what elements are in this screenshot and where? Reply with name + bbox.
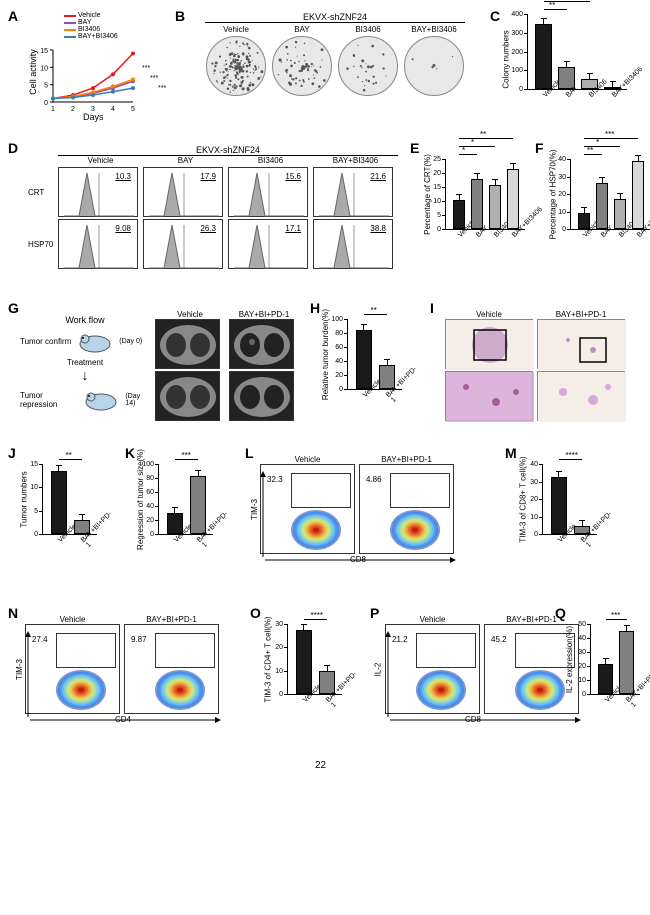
mouse-icon-2 <box>81 387 121 412</box>
ct-treat-label: BAY+BI+PD-1 <box>229 310 299 319</box>
line-chart-a: 05101512345********* <box>28 12 158 122</box>
histo-treat-label: BAY+BI+PD-1 <box>537 310 625 319</box>
svg-text:10: 10 <box>40 65 48 72</box>
bar-chart-k: 020406080100VehicleBAY+BI+PD-1*** <box>158 465 213 535</box>
svg-text:5: 5 <box>131 106 135 113</box>
svg-text:0: 0 <box>44 100 48 107</box>
bar-chart-m: 010203040VehicleBAY+BI+PD-1**** <box>542 465 597 535</box>
panel-p-ylabel: IL-2 <box>373 663 382 677</box>
panel-o-label: O <box>250 605 261 621</box>
panel-p: Vehicle21.2BAY+BI+PD-145.2 IL-2 CD8 <box>385 615 579 714</box>
panel-g-label: G <box>8 300 19 316</box>
panel-i-label: I <box>430 300 434 316</box>
panel-c-ylabel: Colony numbers <box>502 30 511 88</box>
svg-text:15: 15 <box>40 48 48 55</box>
panel-f: Percentage of HSP70(%) 010203040VehicleB… <box>550 150 650 285</box>
svg-text:1: 1 <box>51 106 55 113</box>
panel-k-label: K <box>125 445 135 461</box>
workflow-title: Work flow <box>20 315 150 325</box>
flow-p: Vehicle21.2BAY+BI+PD-145.2 <box>385 615 579 714</box>
panel-m: TIM-3 of CD8+ T cell(%) 010203040Vehicle… <box>520 455 635 590</box>
panel-d-title: EKVX-shZNF24 <box>58 145 398 156</box>
svg-text:***: *** <box>158 85 166 92</box>
panel-j-ylabel: Tumor numbers <box>20 471 29 527</box>
panel-e: Percentage of CRT(%) 0510152025VehicleBA… <box>425 150 535 285</box>
colony-wells: VehicleBAYBI3406BAY+BI3406 <box>195 25 475 96</box>
panel-f-label: F <box>535 140 544 156</box>
panel-d: EKVX-shZNF24 VehicleBAYBI3406BAY+BI3406C… <box>28 145 398 269</box>
ct-vehicle-1 <box>155 319 220 369</box>
bar-chart-o: 0102030VehicleBAY+BI+PD-1**** <box>287 625 342 695</box>
panel-c-label: C <box>490 8 500 24</box>
mouse-icon <box>75 329 115 354</box>
panel-e-ylabel: Percentage of CRT(%) <box>423 154 432 235</box>
panel-o: TIM-3 of CD4+ T cell(%) 0102030VehicleBA… <box>265 615 365 750</box>
panel-a-chart: Vehicle BAY BI3406 BAY+BI3406 0510151234… <box>28 12 158 122</box>
panel-c: Colony numbers 0100200300400VehicleBAYBI… <box>505 15 635 145</box>
panel-a-ylabel: Cell activity <box>28 49 38 95</box>
panel-o-ylabel: TIM-3 of CD4+ T cell(%) <box>264 616 273 702</box>
panel-j: Tumor numbers 051015VehicleBAY+BI+PD-1** <box>22 455 122 590</box>
svg-text:5: 5 <box>44 83 48 90</box>
panel-h-label: H <box>310 300 320 316</box>
panel-g-ct: Vehicle BAY+BI+PD-1 <box>155 310 299 421</box>
bar-chart-c: 0100200300400VehicleBAYBI3406BAY+BI3406*… <box>527 15 627 90</box>
panel-h: Relative tumor burden(%) 020406080100Veh… <box>325 310 425 440</box>
svg-text:***: *** <box>142 65 150 72</box>
flow-histograms: VehicleBAYBI3406BAY+BI3406CRT10.317.915.… <box>28 156 398 269</box>
bar-chart-q: 01020304050VehicleBAY+BI+PD-1*** <box>590 625 640 695</box>
bar-chart-e: 0510152025VehicleBAYBI3406BAY+BI3406**** <box>445 160 525 230</box>
panel-d-label: D <box>8 140 18 156</box>
histo-treat-low <box>537 319 625 369</box>
svg-text:2: 2 <box>71 106 75 113</box>
down-arrow-icon: ↓ <box>20 367 150 383</box>
workflow-arrow-label: Treatment <box>20 358 150 367</box>
panel-a-xlabel: Days <box>83 112 104 122</box>
ct-vehicle-2 <box>155 371 220 421</box>
page-number: 22 <box>315 760 326 771</box>
workflow-day1: (Day 0) <box>119 338 142 345</box>
flow-l: Vehicle32.3BAY+BI+PD-14.86 <box>260 455 454 554</box>
panel-l-label: L <box>245 445 254 461</box>
panel-b-title: EKVX-shZNF24 <box>205 12 465 23</box>
ct-vehicle-label: Vehicle <box>155 310 225 319</box>
ct-treat-1 <box>229 319 294 369</box>
panel-i: Vehicle BAY+BI+PD-1 <box>445 310 625 421</box>
panel-b: EKVX-shZNF24 VehicleBAYBI3406BAY+BI3406 <box>195 12 475 96</box>
panel-p-label: P <box>370 605 379 621</box>
panel-j-label: J <box>8 445 16 461</box>
histo-treat-high <box>537 371 625 421</box>
histo-vehicle-low <box>445 319 533 369</box>
panel-q: IL-2 expression(%) 01020304050VehicleBAY… <box>570 615 650 750</box>
panel-a-label: A <box>8 8 18 24</box>
histo-vehicle-high <box>445 371 533 421</box>
panel-m-label: M <box>505 445 517 461</box>
bar-chart-h: 020406080100VehicleBAY+BI+PD-1** <box>347 320 402 390</box>
panel-q-label: Q <box>555 605 566 621</box>
panel-e-label: E <box>410 140 419 156</box>
panel-n-label: N <box>8 605 18 621</box>
panel-b-label: B <box>175 8 185 24</box>
workflow-day2: (Day 14) <box>125 393 150 407</box>
ct-treat-2 <box>229 371 294 421</box>
panel-k: Regression of tumor size(%) 020406080100… <box>138 455 238 590</box>
bar-chart-f: 010203040VehicleBAYBI3406BAY+BI3406*****… <box>570 160 650 230</box>
svg-text:***: *** <box>150 75 158 82</box>
bar-chart-j: 051015VehicleBAY+BI+PD-1** <box>42 465 97 535</box>
flow-n: Vehicle27.4BAY+BI+PD-19.87 <box>25 615 219 714</box>
panel-n: Vehicle27.4BAY+BI+PD-19.87 TIM-3 CD4 <box>25 615 219 714</box>
panel-l: Vehicle32.3BAY+BI+PD-14.86 TIM-3 CD8 <box>260 455 454 554</box>
svg-text:4: 4 <box>111 106 115 113</box>
panel-g-workflow: Work flow Tumor confirm (Day 0) Treatmen… <box>20 315 150 412</box>
workflow-step2: Tumor repression <box>20 391 77 409</box>
histo-vehicle-label: Vehicle <box>445 310 533 319</box>
workflow-step1: Tumor confirm <box>20 337 71 346</box>
